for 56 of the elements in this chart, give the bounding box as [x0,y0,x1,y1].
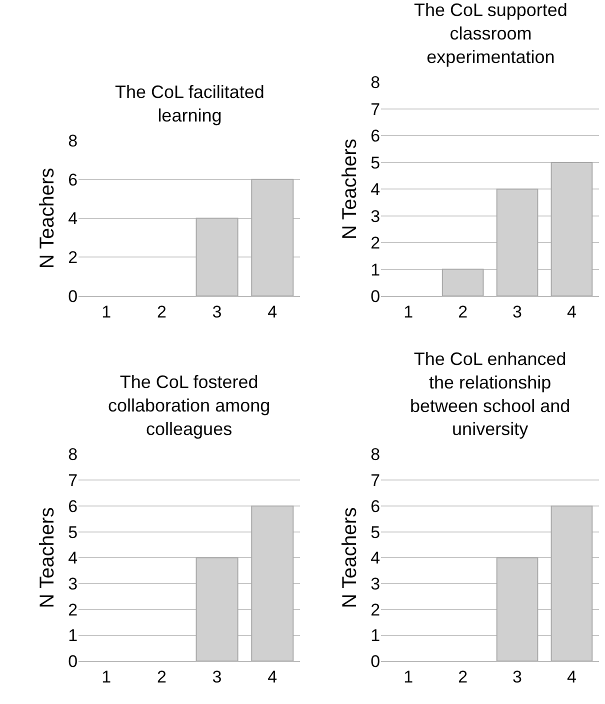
x-tick-label: 3 [512,668,522,687]
x-tick-label: 3 [512,302,522,322]
x-tick-label: 4 [268,302,278,322]
x-tick-label: 2 [156,668,166,687]
y-tick-label: 5 [370,153,380,172]
x-tick-label: 3 [212,302,222,322]
y-tick-label: 8 [370,445,380,464]
x-tick-label: 2 [156,302,166,322]
y-tick-label: 1 [370,626,380,646]
y-tick-label: 5 [68,522,78,542]
chart-title: The CoL enhanced the relationship between school and university [410,349,570,440]
y-tick-label: 3 [370,574,380,594]
y-tick-label: 1 [370,260,380,280]
y-tick-label: 5 [370,522,380,542]
y-tick-label: 8 [68,131,78,150]
x-tick-label: 4 [566,668,576,687]
y-axis-title: N Teachers [36,507,59,608]
x-tick-label: 1 [404,668,414,687]
chart-title: The CoL fostered collaboration among colleagues [108,372,270,439]
y-tick-label: 7 [370,471,380,490]
y-tick-label: 3 [68,574,78,594]
y-tick-label: 6 [370,496,380,516]
y-tick-label: 2 [68,248,78,268]
y-tick-label: 0 [370,652,380,672]
y-tick-label: 4 [68,548,78,568]
x-tick-label: 1 [102,668,112,687]
x-tick-label: 4 [566,302,576,322]
x-tick-label: 2 [458,302,468,322]
chart-title: The CoL supported classroom experimentation [414,0,568,67]
y-tick-label: 2 [370,234,380,253]
y-tick-label: 0 [68,652,78,672]
y-tick-label: 6 [68,170,78,190]
y-tick-label: 4 [370,548,380,568]
y-axis-title: N Teachers [339,507,362,608]
y-tick-label: 4 [370,180,380,200]
y-tick-label: 8 [68,445,78,464]
y-tick-label: 7 [370,100,380,119]
y-tick-label: 4 [68,209,78,228]
y-tick-label: 2 [370,600,380,620]
x-tick-label: 3 [212,668,222,687]
y-tick-label: 6 [68,496,78,516]
y-tick-label: 1 [68,626,78,646]
y-tick-label: 2 [68,600,78,620]
y-tick-label: 3 [370,206,380,226]
y-tick-label: 6 [370,126,380,146]
y-tick-label: 8 [370,73,380,92]
y-axis-title: N Teachers [36,168,59,269]
x-tick-label: 1 [102,302,112,322]
y-tick-label: 7 [68,471,78,490]
x-tick-label: 4 [268,668,278,687]
y-axis-title: N Teachers [339,138,362,240]
y-tick-label: 0 [370,286,380,306]
x-tick-label: 1 [404,302,414,322]
y-tick-label: 0 [68,286,78,306]
x-tick-label: 2 [458,668,468,687]
chart-title: The CoL facilitated learning [115,82,264,126]
